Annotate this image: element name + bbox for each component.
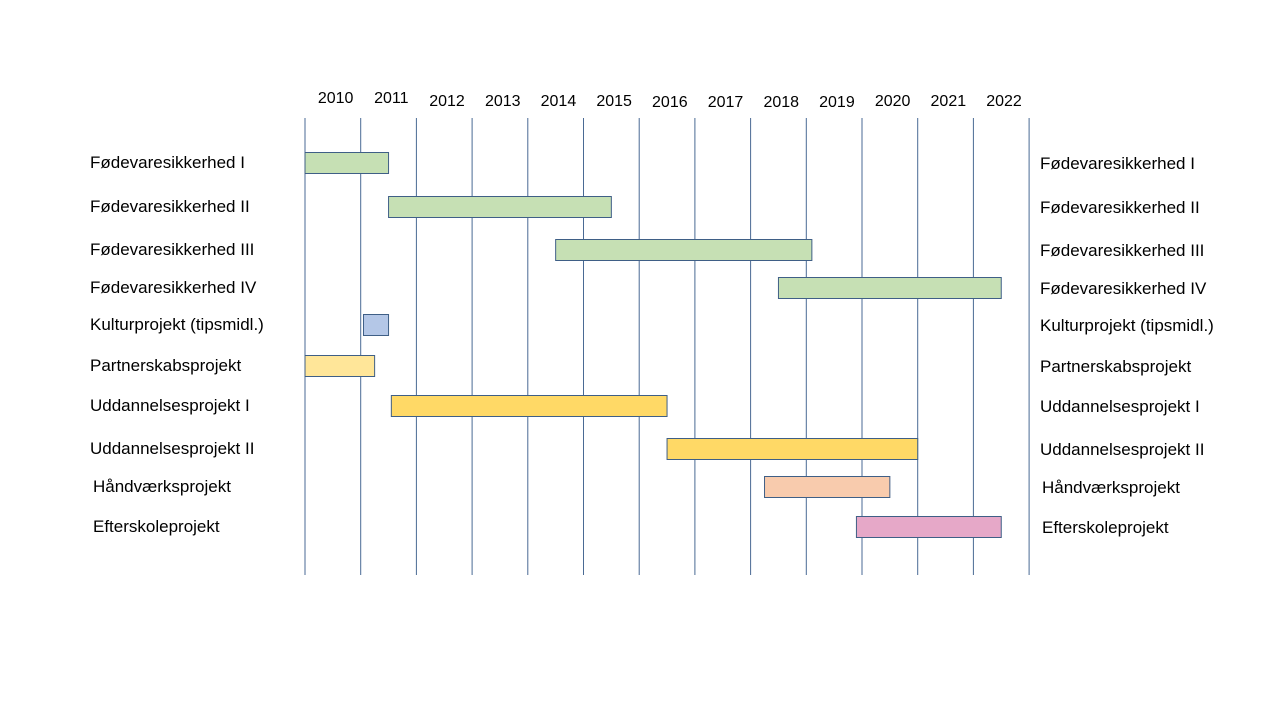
year-tick-label: 2019 [819, 94, 855, 111]
gantt-bar [304, 355, 376, 377]
row-label-right: Håndværksprojekt [1042, 478, 1180, 497]
gantt-bar [666, 438, 919, 460]
year-tick-label: 2020 [875, 93, 911, 110]
row-label-right: Fødevaresikkerhed III [1040, 241, 1204, 260]
row-label-left: Fødevaresikkerhed IV [90, 278, 257, 297]
row-label-right: Efterskoleprojekt [1042, 518, 1169, 537]
row-label-right: Fødevaresikkerhed I [1040, 154, 1195, 173]
gantt-bar [764, 476, 891, 498]
gantt-bar [362, 314, 390, 336]
gantt-bar [390, 395, 668, 417]
gantt-bar [388, 196, 612, 218]
row-label-left: Partnerskabsprojekt [90, 356, 241, 375]
year-tick-label: 2015 [596, 93, 632, 110]
year-tick-label: 2010 [318, 90, 354, 107]
year-tick-label: 2017 [708, 94, 744, 111]
year-tick-label: 2014 [541, 93, 577, 110]
gantt-bar [855, 516, 1002, 538]
row-label-right: Fødevaresikkerhed II [1040, 198, 1200, 217]
row-label-left: Håndværksprojekt [93, 477, 231, 496]
year-tick-label: 2016 [652, 94, 688, 111]
gantt-bar [304, 152, 390, 174]
row-label-right: Uddannelsesprojekt II [1040, 440, 1204, 459]
gantt-bar [555, 239, 813, 261]
year-tick-label: 2012 [429, 93, 465, 110]
row-label-left: Fødevaresikkerhed I [90, 153, 245, 172]
year-tick-label: 2011 [374, 90, 409, 107]
year-tick-label: 2018 [763, 94, 799, 111]
row-label-left: Fødevaresikkerhed II [90, 197, 250, 216]
row-label-right: Fødevaresikkerhed IV [1040, 279, 1207, 298]
year-tick-label: 2021 [931, 93, 967, 110]
row-label-right: Kulturprojekt (tipsmidl.) [1040, 316, 1214, 335]
row-label-left: Uddannelsesprojekt I [90, 396, 250, 415]
row-label-left: Uddannelsesprojekt II [90, 439, 254, 458]
gantt-bar [777, 277, 1002, 299]
row-label-left: Fødevaresikkerhed III [90, 240, 254, 259]
row-label-right: Uddannelsesprojekt I [1040, 397, 1200, 416]
row-label-left: Kulturprojekt (tipsmidl.) [90, 315, 264, 334]
year-tick-label: 2013 [485, 93, 521, 110]
row-label-right: Partnerskabsprojekt [1040, 357, 1191, 376]
row-label-left: Efterskoleprojekt [93, 517, 220, 536]
year-tick-label: 2022 [986, 93, 1022, 110]
